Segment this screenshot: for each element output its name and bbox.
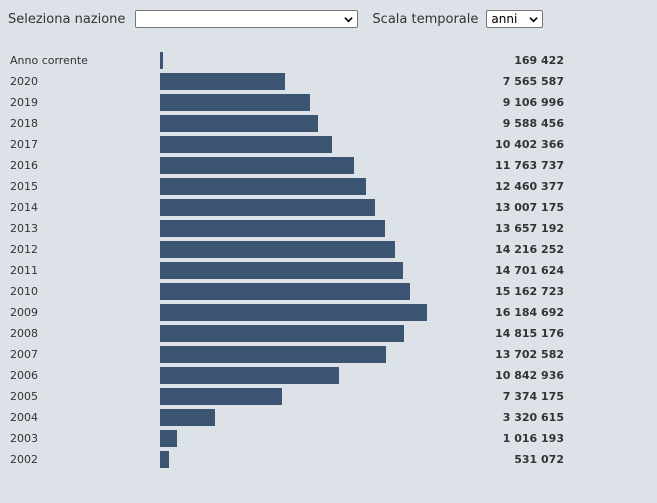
category-label: 2008: [10, 327, 38, 340]
bar: [160, 52, 163, 69]
chart-row: 2008 14 815 176: [0, 325, 657, 342]
category-label: Anno corrente: [10, 54, 88, 67]
chart-row: 2014 13 007 175: [0, 199, 657, 216]
category-label: 2005: [10, 390, 38, 403]
nation-select[interactable]: [135, 10, 359, 28]
bar: [160, 304, 427, 321]
category-label: 2006: [10, 369, 38, 382]
category-label: 2003: [10, 432, 38, 445]
time-scale-select[interactable]: anni: [486, 10, 544, 28]
bar: [160, 367, 339, 384]
chart-row: 2018 9 588 456: [0, 115, 657, 132]
chart-row: 2005 7 374 175: [0, 388, 657, 405]
bar: [160, 136, 332, 153]
chart-row: 2002 531 072: [0, 451, 657, 468]
value-label: 12 460 377: [495, 180, 564, 193]
time-scale-label: Scala temporale: [372, 11, 479, 27]
bar: [160, 157, 354, 174]
chart-row: 2009 16 184 692: [0, 304, 657, 321]
value-label: 14 701 624: [495, 264, 564, 277]
value-label: 10 842 936: [495, 369, 564, 382]
chevron-down-icon: [529, 17, 539, 23]
value-label: 10 402 366: [495, 138, 564, 151]
bar: [160, 199, 375, 216]
bar: [160, 325, 404, 342]
chart-row: 2017 10 402 366: [0, 136, 657, 153]
chart-row: 2012 14 216 252: [0, 241, 657, 258]
bar: [160, 388, 282, 405]
bar: [160, 115, 318, 132]
chart-row: 2016 11 763 737: [0, 157, 657, 174]
category-label: 2020: [10, 75, 38, 88]
chart-row: 2013 13 657 192: [0, 220, 657, 237]
nation-select-label: Seleziona nazione: [8, 11, 126, 27]
filter-controls: Seleziona nazione Scala temporale anni: [8, 9, 544, 29]
value-label: 13 657 192: [495, 222, 564, 235]
category-label: 2004: [10, 411, 38, 424]
category-label: 2009: [10, 306, 38, 319]
category-label: 2017: [10, 138, 38, 151]
chart-row: 2004 3 320 615: [0, 409, 657, 426]
bar: [160, 409, 215, 426]
bar: [160, 241, 395, 258]
value-label: 9 106 996: [502, 96, 564, 109]
chevron-down-icon: [344, 17, 354, 23]
category-label: 2013: [10, 222, 38, 235]
value-label: 1 016 193: [502, 432, 564, 445]
value-label: 13 702 582: [495, 348, 564, 361]
chart-row: 2020 7 565 587: [0, 73, 657, 90]
chart-row: 2007 13 702 582: [0, 346, 657, 363]
bar: [160, 220, 385, 237]
value-label: 169 422: [514, 54, 564, 67]
chart-row: 2019 9 106 996: [0, 94, 657, 111]
value-label: 15 162 723: [495, 285, 564, 298]
category-label: 2002: [10, 453, 38, 466]
bar: [160, 178, 366, 195]
category-label: 2016: [10, 159, 38, 172]
bar: [160, 283, 410, 300]
value-label: 9 588 456: [502, 117, 564, 130]
category-label: 2007: [10, 348, 38, 361]
bar: [160, 451, 169, 468]
category-label: 2018: [10, 117, 38, 130]
chart-row: Anno corrente 169 422: [0, 52, 657, 69]
value-label: 531 072: [514, 453, 564, 466]
bar: [160, 346, 386, 363]
category-label: 2015: [10, 180, 38, 193]
chart-row: 2010 15 162 723: [0, 283, 657, 300]
value-label: 3 320 615: [502, 411, 564, 424]
category-label: 2019: [10, 96, 38, 109]
value-label: 7 374 175: [502, 390, 564, 403]
bar: [160, 73, 285, 90]
category-label: 2011: [10, 264, 38, 277]
chart-row: 2011 14 701 624: [0, 262, 657, 279]
category-label: 2012: [10, 243, 38, 256]
value-label: 14 815 176: [495, 327, 564, 340]
value-label: 16 184 692: [495, 306, 564, 319]
chart-row: 2015 12 460 377: [0, 178, 657, 195]
chart-row: 2006 10 842 936: [0, 367, 657, 384]
bar: [160, 94, 310, 111]
bar: [160, 262, 403, 279]
chart-row: 2003 1 016 193: [0, 430, 657, 447]
value-label: 13 007 175: [495, 201, 564, 214]
time-scale-value: anni: [491, 12, 518, 26]
value-label: 11 763 737: [495, 159, 564, 172]
value-label: 7 565 587: [502, 75, 564, 88]
category-label: 2014: [10, 201, 38, 214]
value-label: 14 216 252: [495, 243, 564, 256]
bar: [160, 430, 177, 447]
category-label: 2010: [10, 285, 38, 298]
